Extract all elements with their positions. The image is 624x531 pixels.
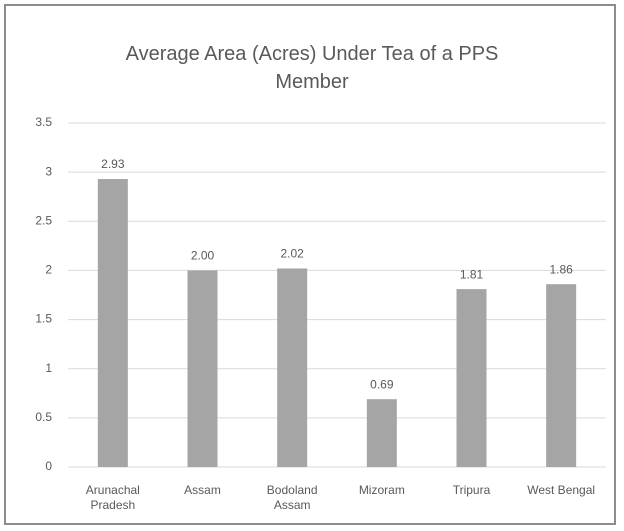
bar xyxy=(277,268,308,467)
bar xyxy=(97,179,128,467)
y-tick-label: 2 xyxy=(45,263,52,277)
chart-title: Average Area (Acres) Under Tea of a PPS … xyxy=(125,43,499,93)
x-tick-label: Arunachal Pradesh xyxy=(85,483,140,512)
data-label: 2.02 xyxy=(280,247,304,261)
data-label: 2.00 xyxy=(191,249,215,263)
data-label: 1.81 xyxy=(460,267,484,281)
y-tick-label: 0 xyxy=(45,459,52,473)
x-tick-label: Mizoram xyxy=(358,483,405,497)
y-tick-label: 1.5 xyxy=(35,312,52,326)
y-tick-label: 3.5 xyxy=(35,115,52,129)
x-tick-label: Bodoland Assam xyxy=(266,483,318,512)
y-tick-label: 0.5 xyxy=(35,410,52,424)
bar xyxy=(366,399,397,467)
x-tick-label: Tripura xyxy=(452,483,491,497)
bar xyxy=(456,289,487,467)
y-tick-label: 2.5 xyxy=(35,213,52,227)
x-tick-label: West Bengal xyxy=(527,483,596,497)
data-label: 2.93 xyxy=(101,157,125,171)
y-tick-label: 3 xyxy=(45,164,52,178)
data-label: 0.69 xyxy=(370,377,394,391)
data-label: 1.86 xyxy=(549,262,573,276)
y-tick-label: 1 xyxy=(45,361,52,375)
bar xyxy=(546,284,577,467)
x-tick-label: Assam xyxy=(184,483,221,497)
bar xyxy=(187,270,218,467)
